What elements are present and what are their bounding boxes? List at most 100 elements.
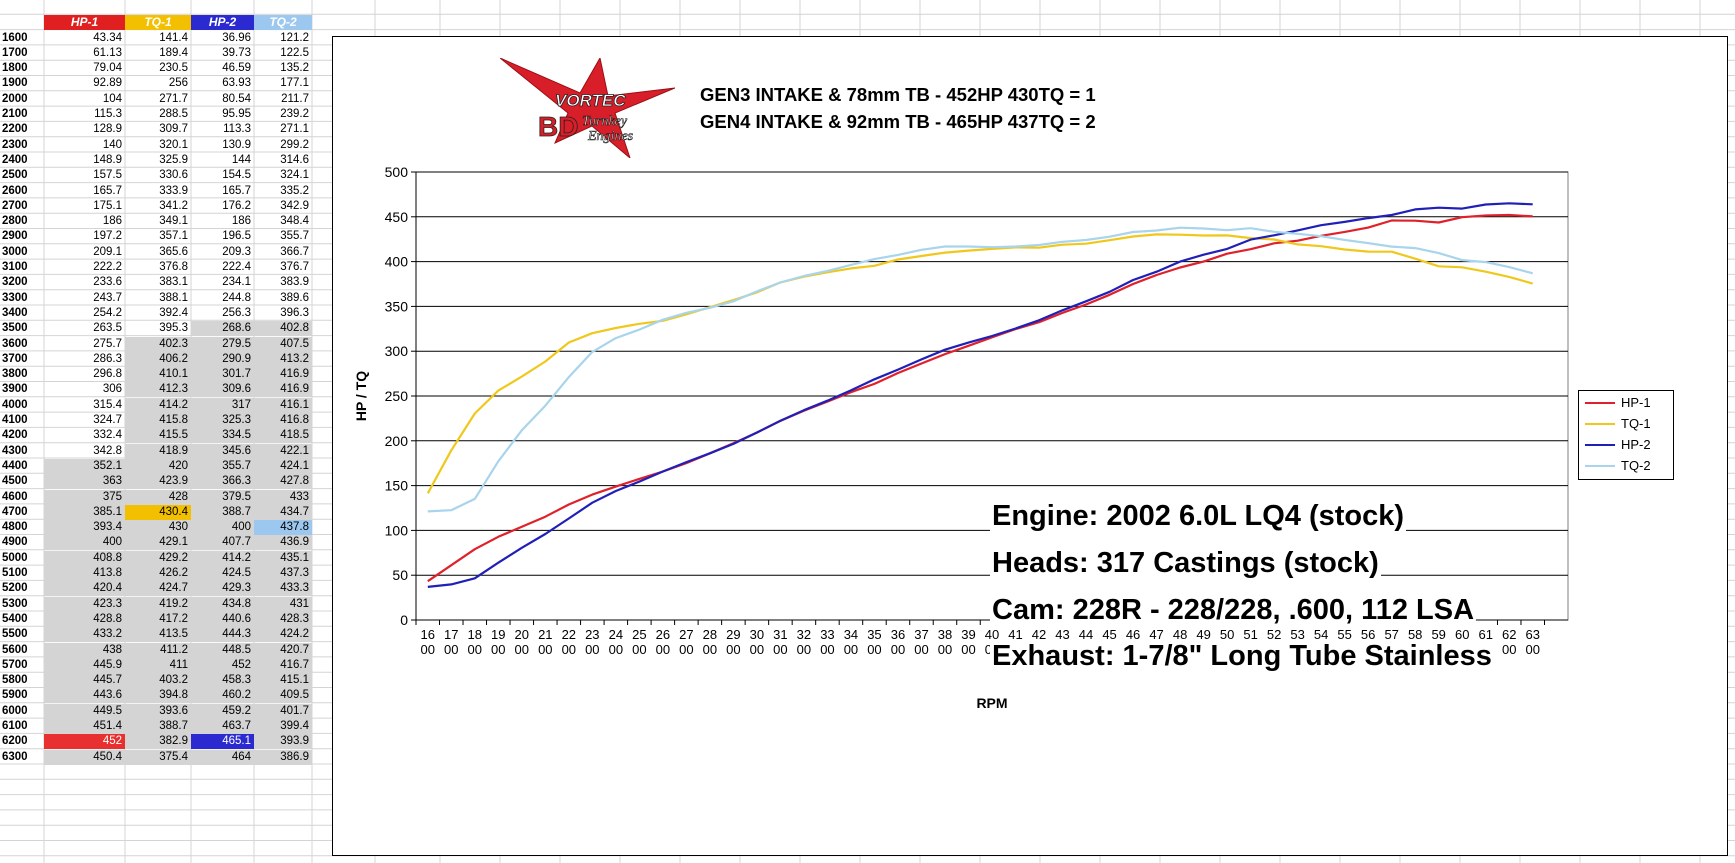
data-cell[interactable]: 399.4 xyxy=(254,719,312,734)
data-cell[interactable]: 140 xyxy=(102,138,122,151)
data-cell[interactable]: 420.7 xyxy=(254,642,312,658)
data-cell[interactable]: 424.5 xyxy=(191,566,254,581)
data-cell[interactable]: 43.34 xyxy=(93,31,122,44)
row-rpm-cell[interactable]: 2300 xyxy=(2,138,28,151)
data-cell[interactable]: 413.8 xyxy=(44,566,125,581)
data-cell[interactable]: 233.6 xyxy=(93,276,122,289)
data-cell[interactable]: 417.2 xyxy=(125,611,191,627)
data-cell[interactable]: 460.2 xyxy=(191,688,254,704)
data-cell[interactable]: 177.1 xyxy=(280,77,309,90)
data-cell[interactable]: 288.5 xyxy=(159,108,188,120)
data-cell[interactable]: 423.9 xyxy=(125,474,191,490)
data-cell[interactable]: 355.7 xyxy=(280,230,309,243)
data-cell[interactable]: 335.2 xyxy=(280,184,309,197)
row-rpm-cell[interactable]: 2600 xyxy=(2,184,28,197)
row-rpm-cell[interactable]: 5100 xyxy=(2,567,28,579)
row-rpm-cell[interactable]: 4200 xyxy=(2,429,28,442)
data-cell[interactable]: 388.7 xyxy=(191,504,254,520)
row-rpm-cell[interactable]: 3100 xyxy=(2,261,28,273)
row-rpm-cell[interactable]: 3500 xyxy=(2,322,28,335)
row-rpm-cell[interactable]: 5300 xyxy=(2,597,28,610)
data-cell[interactable]: 452 xyxy=(191,657,254,673)
row-rpm-cell[interactable]: 6000 xyxy=(2,704,28,717)
row-rpm-cell[interactable]: 4700 xyxy=(2,505,28,518)
data-cell[interactable]: 135.2 xyxy=(280,62,309,75)
data-cell[interactable]: 365.6 xyxy=(159,245,188,258)
data-cell[interactable]: 408.8 xyxy=(44,550,125,566)
data-cell[interactable]: 395.3 xyxy=(159,322,188,335)
data-cell[interactable]: 406.2 xyxy=(125,351,191,367)
row-rpm-cell[interactable]: 4100 xyxy=(2,414,28,426)
data-cell[interactable]: 401.7 xyxy=(254,703,312,719)
data-cell[interactable]: 438 xyxy=(44,642,125,658)
data-cell[interactable]: 388.7 xyxy=(125,719,191,734)
data-cell[interactable]: 416.1 xyxy=(254,397,312,413)
row-rpm-cell[interactable]: 1700 xyxy=(2,46,28,59)
data-cell[interactable]: 324.7 xyxy=(93,414,122,426)
data-cell[interactable]: 234.1 xyxy=(222,276,251,289)
data-cell[interactable]: 342.9 xyxy=(280,199,309,212)
data-cell[interactable]: 411 xyxy=(125,657,191,673)
data-cell[interactable]: 320.1 xyxy=(159,138,188,151)
data-cell[interactable]: 414.2 xyxy=(191,550,254,566)
row-rpm-cell[interactable]: 1600 xyxy=(2,31,28,44)
data-cell[interactable]: 396.3 xyxy=(280,306,309,319)
data-cell[interactable]: 451.4 xyxy=(44,719,125,734)
data-cell[interactable]: 452 xyxy=(44,734,125,750)
data-cell[interactable]: 197.2 xyxy=(93,230,122,243)
data-cell[interactable]: 429.3 xyxy=(191,581,254,597)
data-cell[interactable]: 418.9 xyxy=(125,443,191,459)
data-cell[interactable]: 430 xyxy=(125,520,191,536)
data-cell[interactable]: 416.9 xyxy=(254,367,312,383)
data-cell[interactable]: 348.4 xyxy=(280,215,309,228)
data-cell[interactable]: 209.3 xyxy=(222,245,251,258)
data-cell[interactable]: 416.8 xyxy=(254,413,312,428)
data-cell[interactable]: 427.8 xyxy=(254,474,312,490)
data-cell[interactable]: 39.73 xyxy=(222,46,251,59)
row-rpm-cell[interactable]: 5200 xyxy=(2,582,28,595)
data-cell[interactable]: 345.6 xyxy=(191,443,254,459)
data-cell[interactable]: 309.6 xyxy=(191,382,254,398)
data-cell[interactable]: 376.8 xyxy=(159,261,188,273)
data-cell[interactable]: 46.59 xyxy=(222,62,251,75)
row-rpm-cell[interactable]: 3700 xyxy=(2,352,28,365)
data-cell[interactable]: 393.9 xyxy=(254,734,312,750)
data-cell[interactable]: 366.7 xyxy=(280,245,309,258)
data-cell[interactable]: 433 xyxy=(254,489,312,505)
row-rpm-cell[interactable]: 2800 xyxy=(2,215,28,228)
data-cell[interactable]: 290.9 xyxy=(191,351,254,367)
data-cell[interactable]: 375 xyxy=(44,489,125,505)
data-cell[interactable]: 400 xyxy=(44,535,125,551)
data-cell[interactable]: 402.3 xyxy=(125,336,191,352)
row-rpm-cell[interactable]: 3200 xyxy=(2,276,28,289)
data-cell[interactable]: 333.9 xyxy=(159,184,188,197)
data-cell[interactable]: 422.1 xyxy=(254,443,312,459)
data-cell[interactable]: 376.7 xyxy=(280,261,309,273)
data-cell[interactable]: 413.2 xyxy=(254,351,312,367)
data-cell[interactable]: 464 xyxy=(191,749,254,765)
data-cell[interactable]: 157.5 xyxy=(93,169,122,182)
data-cell[interactable]: 424.2 xyxy=(254,627,312,643)
data-cell[interactable]: 420 xyxy=(125,458,191,474)
data-cell[interactable]: 141.4 xyxy=(159,31,188,44)
row-rpm-cell[interactable]: 6100 xyxy=(2,720,28,732)
data-cell[interactable]: 385.1 xyxy=(44,504,125,520)
data-cell[interactable]: 79.04 xyxy=(93,62,122,75)
row-rpm-cell[interactable]: 2700 xyxy=(2,199,28,212)
data-cell[interactable]: 363 xyxy=(44,474,125,490)
row-rpm-cell[interactable]: 2000 xyxy=(2,92,28,105)
row-rpm-cell[interactable]: 1800 xyxy=(2,62,28,75)
data-cell[interactable]: 434.7 xyxy=(254,504,312,520)
data-cell[interactable]: 301.7 xyxy=(191,367,254,383)
data-cell[interactable]: 189.4 xyxy=(159,46,188,59)
data-cell[interactable]: 325.9 xyxy=(159,153,188,166)
data-cell[interactable]: 209.1 xyxy=(93,245,122,258)
data-cell[interactable]: 230.5 xyxy=(159,62,188,75)
row-rpm-cell[interactable]: 4300 xyxy=(2,444,28,457)
data-cell[interactable]: 465.1 xyxy=(191,734,254,750)
data-cell[interactable]: 392.4 xyxy=(159,306,188,319)
data-cell[interactable]: 349.1 xyxy=(159,215,188,228)
data-cell[interactable]: 431 xyxy=(254,596,312,612)
row-rpm-cell[interactable]: 6300 xyxy=(2,750,28,763)
data-cell[interactable]: 450.4 xyxy=(44,749,125,765)
